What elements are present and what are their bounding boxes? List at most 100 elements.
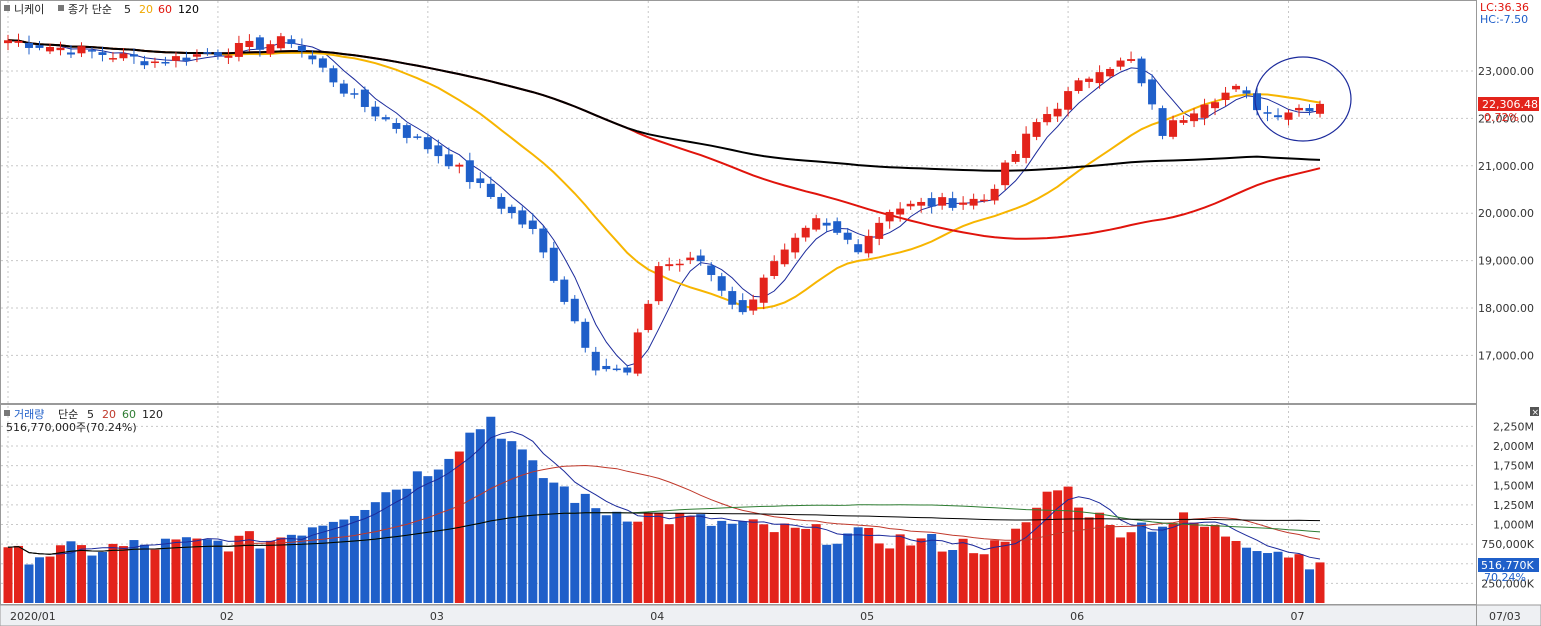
candle-body (738, 300, 747, 313)
candle-body (749, 299, 758, 311)
volume-bar (1263, 553, 1273, 603)
volume-bar (1221, 536, 1231, 603)
candle-body (24, 42, 33, 48)
volume-bar (664, 524, 674, 603)
volume-bar (874, 543, 884, 603)
candle-body (1064, 91, 1073, 110)
candle-body (843, 232, 852, 240)
volume-bar (570, 502, 580, 603)
candle-body (45, 46, 54, 52)
candle-body (854, 244, 863, 253)
candle-body (171, 56, 180, 61)
price-ma-lines (7, 39, 1321, 367)
candle-body (392, 122, 401, 129)
date-box: 07/03 (1489, 610, 1521, 623)
volume-bar (643, 512, 653, 603)
volume-bar (654, 513, 664, 603)
candle-body (1305, 108, 1314, 112)
volume-bar (391, 489, 401, 603)
candle-body (66, 52, 75, 55)
volume-bar (885, 548, 895, 603)
volume-bar (307, 527, 317, 603)
volume-bar (1042, 491, 1052, 603)
volume-y-tick: 750,000K (1481, 538, 1534, 551)
volume-bar (265, 540, 275, 603)
candle-body (959, 202, 968, 205)
price-y-tick: 22,000.00 (1478, 112, 1534, 125)
ma20-line (7, 39, 1321, 310)
volume-bar (706, 525, 716, 603)
volume-bar (832, 543, 842, 603)
candle-body (759, 277, 768, 303)
volume-bar (1158, 526, 1168, 603)
volume-bar (958, 538, 968, 603)
volume-bar (496, 438, 506, 603)
candle-body (938, 197, 947, 206)
volume-bar (1147, 531, 1157, 603)
candle-body (1274, 115, 1283, 118)
candle-body (98, 52, 107, 55)
volume-bars (3, 416, 1325, 603)
candle-body (654, 266, 663, 302)
volume-bar (1000, 541, 1010, 603)
candle-body (1284, 112, 1293, 120)
volume-bar (423, 476, 433, 603)
candle-body (948, 198, 957, 208)
volume-bar (118, 546, 128, 603)
volume-bar (1011, 528, 1021, 603)
volume-bar (412, 471, 422, 603)
volume-bar (549, 482, 559, 603)
volume-bar (906, 545, 916, 603)
collapse-button[interactable] (1530, 407, 1539, 416)
candle-body (728, 291, 737, 305)
candle-body (234, 42, 243, 57)
volume-bar (1315, 562, 1325, 603)
volume-bar (895, 534, 905, 603)
candle-body (864, 235, 873, 254)
candle-body (675, 263, 684, 266)
volume-bar (150, 549, 160, 603)
volume-bar (1084, 517, 1094, 603)
volume-bar (1032, 507, 1042, 603)
candle-body (896, 208, 905, 215)
volume-bar (97, 551, 107, 603)
volume-bar (339, 519, 349, 603)
candle-body (1127, 59, 1136, 61)
candle-body (77, 46, 86, 54)
volume-bar (517, 449, 527, 603)
volume-bar (769, 532, 779, 603)
candle-body (465, 160, 474, 183)
candle-body (1053, 108, 1062, 117)
candle-body (1200, 104, 1209, 118)
candle-body (203, 52, 212, 54)
candle-body (1295, 107, 1304, 111)
volume-bar (1210, 524, 1220, 603)
volume-bar (3, 547, 13, 603)
volume-bar (360, 509, 370, 603)
volume-bar (864, 527, 874, 603)
volume-bar (507, 441, 517, 603)
candle-body (1242, 90, 1251, 94)
candle-body (161, 61, 170, 64)
vlegend-ma20: 20 (102, 408, 116, 421)
candle-body (833, 221, 842, 233)
volume-bar (160, 538, 170, 603)
volume-bar (528, 460, 538, 603)
candle-body (1085, 78, 1094, 82)
candle-body (192, 54, 201, 57)
candle-body (245, 40, 254, 48)
candle-body (402, 125, 411, 138)
ma-legend-marker (58, 5, 64, 11)
candle-body (150, 61, 159, 64)
volume-bar (129, 540, 139, 603)
volume-bar (1095, 512, 1105, 603)
volume-legend-marker (4, 410, 10, 416)
highlight-circle (1254, 56, 1352, 142)
candle-body (360, 89, 369, 107)
candle-body (770, 261, 779, 277)
volume-bar (66, 541, 76, 603)
volume-bar (685, 516, 695, 603)
volume-bar (1116, 537, 1126, 603)
volume-bar (979, 554, 989, 603)
legend-ma60: 60 (158, 3, 172, 16)
